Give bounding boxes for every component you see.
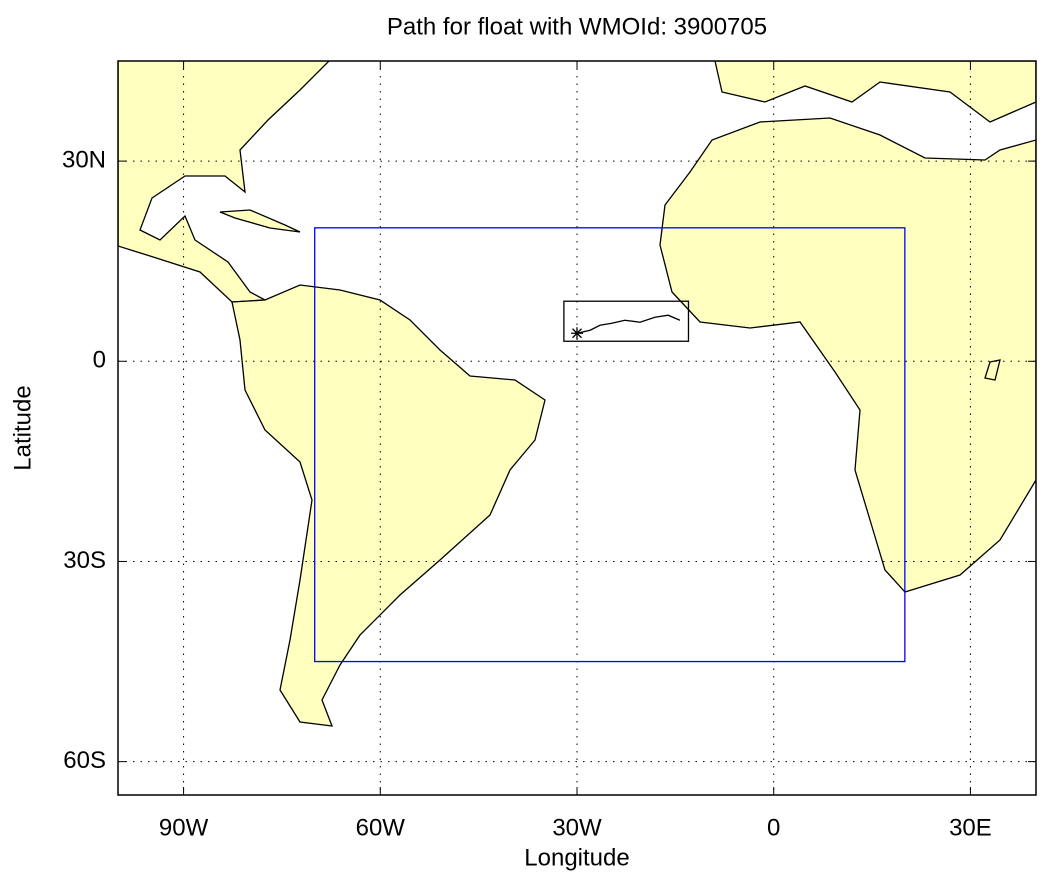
chart-title: Path for float with WMOId: 3900705 xyxy=(387,13,767,40)
x-axis-label: Longitude xyxy=(524,844,629,871)
y-tick-label: 30S xyxy=(63,547,106,574)
x-tick-label: 30E xyxy=(949,814,992,841)
europe xyxy=(714,61,1036,123)
cuba xyxy=(219,209,301,233)
plot-frame xyxy=(117,60,1037,796)
africa xyxy=(659,117,1036,593)
south-america xyxy=(231,284,546,727)
land xyxy=(118,61,1036,727)
region-box xyxy=(314,227,906,663)
start-marker xyxy=(571,327,583,340)
y-tick-label: 0 xyxy=(93,347,106,374)
y-tick-label: 60S xyxy=(63,747,106,774)
float-path xyxy=(576,314,681,334)
madagascar xyxy=(984,359,1001,381)
grid xyxy=(118,61,1036,795)
x-tick-label: 30W xyxy=(552,814,602,841)
y-tick-label: 30N xyxy=(62,146,106,173)
marks xyxy=(314,227,906,663)
y-axis-label: Latitude xyxy=(9,385,36,470)
x-tick-label: 60W xyxy=(356,814,406,841)
x-tick-label: 0 xyxy=(767,814,780,841)
region-box xyxy=(563,300,690,342)
x-tick-label: 90W xyxy=(159,814,209,841)
north-america xyxy=(118,61,330,303)
